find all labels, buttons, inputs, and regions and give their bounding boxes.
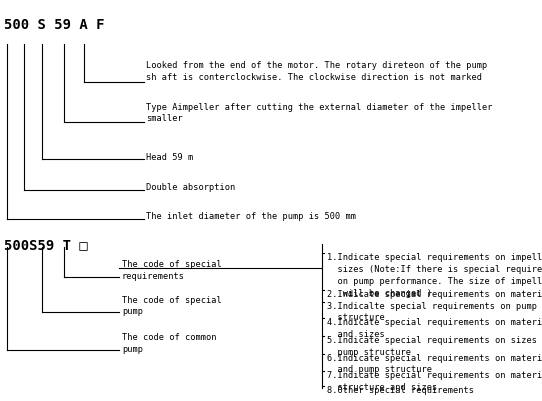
Text: The code of special
pump: The code of special pump — [122, 296, 222, 316]
Text: 500S59 T □: 500S59 T □ — [4, 239, 88, 253]
Text: 500 S 59 A F: 500 S 59 A F — [4, 18, 105, 32]
Text: 1.Indicate special requirements on impeller
  sizes (Note:If there is special re: 1.Indicate special requirements on impel… — [327, 253, 542, 298]
Text: Type Aimpeller after cutting the external diameter of the impeller
smaller: Type Aimpeller after cutting the externa… — [146, 103, 493, 124]
Text: 2.Indicate special requirements on materials: 2.Indicate special requirements on mater… — [327, 290, 542, 298]
Text: 4.Indicate special requirements on materials
  and sizes: 4.Indicate special requirements on mater… — [327, 318, 542, 339]
Text: 6.Indicate special requirements on materials
  and pump structure: 6.Indicate special requirements on mater… — [327, 354, 542, 375]
Text: The inlet diameter of the pump is 500 mm: The inlet diameter of the pump is 500 mm — [146, 212, 356, 221]
Text: Double absorption: Double absorption — [146, 183, 236, 192]
Text: 3.Indicalte special requirements on pump
  structure: 3.Indicalte special requirements on pump… — [327, 302, 537, 322]
Text: The code of common
pump: The code of common pump — [122, 333, 216, 354]
Text: 7.Indicate special requirements on materials
  structure and sizes: 7.Indicate special requirements on mater… — [327, 371, 542, 392]
Text: 8.Other special requirements: 8.Other special requirements — [327, 386, 474, 395]
Text: Head 59 m: Head 59 m — [146, 153, 193, 162]
Text: Looked from the end of the motor. The rotary direteon of the pump
sh aft is cont: Looked from the end of the motor. The ro… — [146, 61, 488, 82]
Text: The code of special
requirements: The code of special requirements — [122, 260, 222, 281]
Text: 5.Indicate special requirements on sizes and
  pump structure: 5.Indicate special requirements on sizes… — [327, 336, 542, 357]
